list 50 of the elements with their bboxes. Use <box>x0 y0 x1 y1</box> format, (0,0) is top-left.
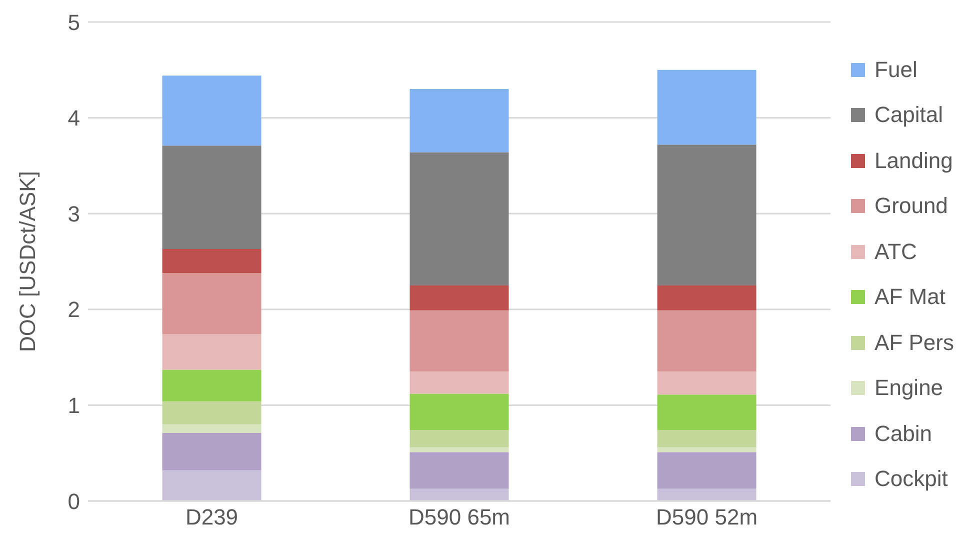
bar <box>657 144 756 286</box>
legend-label: AF Mat <box>874 284 946 310</box>
bar <box>657 285 756 310</box>
bar <box>410 430 509 448</box>
y-tick-label: 3 <box>68 201 80 226</box>
bar <box>410 488 509 501</box>
bar <box>410 89 509 152</box>
bar <box>162 401 262 424</box>
legend-label: Cabin <box>874 420 932 447</box>
bar <box>162 470 262 501</box>
bar <box>162 146 262 250</box>
bar <box>162 272 262 334</box>
legend-label: AF Pers <box>874 330 954 356</box>
x-tick-label: D239 <box>185 504 238 530</box>
bar <box>657 372 756 395</box>
bar <box>410 152 509 286</box>
bar <box>657 394 756 430</box>
y-axis-title: DOC [USDct/ASK] <box>14 171 40 352</box>
bar <box>657 488 756 501</box>
bar <box>657 452 756 489</box>
bar <box>162 334 262 370</box>
legend-label: Engine <box>874 375 944 402</box>
legend-label: Capital <box>874 102 944 128</box>
bar <box>657 430 756 448</box>
bar <box>162 370 262 402</box>
bar <box>410 372 509 394</box>
bar <box>657 70 756 145</box>
bar <box>410 310 509 372</box>
legend-label: Fuel <box>874 56 918 83</box>
legend-label: Cockpit <box>874 466 948 492</box>
bar <box>162 249 262 273</box>
x-tick-label: D590 65m <box>408 504 510 530</box>
legend-label: Landing <box>874 148 953 174</box>
y-tick-label: 4 <box>68 106 80 131</box>
legend-label: Ground <box>874 193 948 220</box>
bar <box>410 394 509 430</box>
bar <box>162 424 262 433</box>
bar <box>162 432 262 470</box>
y-tick-label: 1 <box>68 393 80 418</box>
y-tick-label: 0 <box>68 488 80 514</box>
x-tick-label: D590 52m <box>656 504 758 530</box>
bar <box>657 447 756 452</box>
bar <box>657 310 756 372</box>
bar <box>410 447 509 452</box>
y-tick-label: 5 <box>68 10 80 35</box>
bar <box>410 452 509 489</box>
bar <box>162 76 262 146</box>
legend-label: ATC <box>874 238 917 265</box>
bar <box>410 285 509 310</box>
y-tick-label: 2 <box>68 297 80 322</box>
